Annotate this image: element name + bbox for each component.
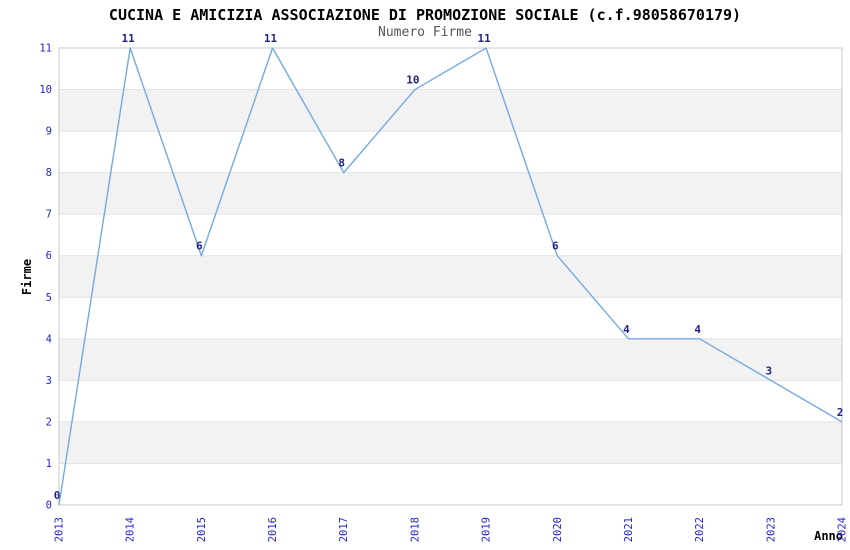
y-tick-label: 9 <box>46 126 52 138</box>
x-tick-label: 2021 <box>623 517 635 542</box>
data-point-label: 3 <box>766 364 773 377</box>
grid-band <box>59 338 842 381</box>
data-point-label: 6 <box>552 240 559 253</box>
y-tick-label: 1 <box>46 458 52 470</box>
x-tick-label: 2014 <box>125 517 137 542</box>
y-tick-label: 7 <box>46 209 52 221</box>
y-tick-label: 2 <box>46 416 52 428</box>
y-tick-label: 6 <box>46 250 52 262</box>
data-point-label: 11 <box>122 32 136 45</box>
y-tick-label: 8 <box>46 167 52 179</box>
data-point-label: 4 <box>694 323 701 336</box>
x-tick-label: 2018 <box>409 517 421 542</box>
grid-band <box>59 89 842 132</box>
y-tick-label: 3 <box>46 375 52 387</box>
chart-subtitle: Numero Firme <box>378 25 472 40</box>
plot-border <box>58 47 843 506</box>
x-tick-label: 2017 <box>338 517 350 542</box>
y-tick-label: 0 <box>46 500 52 512</box>
data-point-label: 4 <box>623 323 630 336</box>
grid-band <box>59 255 842 298</box>
y-tick-label: 4 <box>46 333 52 345</box>
y-tick-label: 11 <box>39 43 52 55</box>
x-tick-label: 2019 <box>481 517 493 542</box>
data-point-label: 11 <box>477 32 491 45</box>
data-point-label: 8 <box>338 157 345 170</box>
grid-band <box>59 421 842 464</box>
x-tick-label: 2016 <box>267 517 279 542</box>
x-tick-label: 2023 <box>765 517 777 542</box>
y-tick-label: 5 <box>46 292 52 304</box>
grid-band <box>59 172 842 215</box>
x-tick-label: 2015 <box>196 517 208 542</box>
data-point-label: 11 <box>264 32 278 45</box>
data-point-label: 2 <box>837 406 844 419</box>
x-tick-label: 2022 <box>694 517 706 542</box>
x-tick-label: 2013 <box>54 517 66 542</box>
data-point-label: 10 <box>406 74 419 87</box>
chart-title: CUCINA E AMICIZIA ASSOCIAZIONE DI PROMOZ… <box>108 6 742 24</box>
data-point-label: 0 <box>54 489 61 502</box>
x-tick-label: 2020 <box>552 517 564 542</box>
x-tick-label: 2024 <box>837 517 849 542</box>
data-point-label: 6 <box>196 240 203 253</box>
data-line <box>58 47 843 506</box>
y-tick-label: 10 <box>39 84 52 96</box>
x-axis-title: Anno <box>814 529 843 543</box>
